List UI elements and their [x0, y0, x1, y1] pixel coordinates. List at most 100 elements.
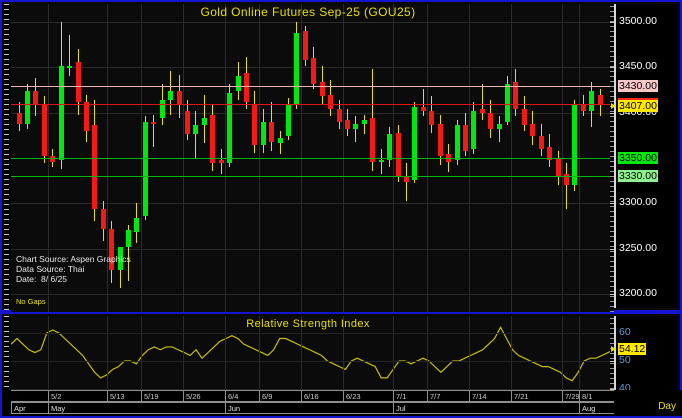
candle-body [362, 119, 367, 124]
price-axis-minor-tick [610, 111, 614, 112]
date-tick-day: 7/1 [393, 391, 406, 402]
candle-body [530, 123, 535, 137]
price-axis-minor-tick [610, 251, 614, 252]
price-marker-line[interactable] [11, 85, 614, 87]
date-tick-month: Jul [393, 403, 406, 414]
rsi-axis-minor-tick [610, 378, 614, 379]
price-axis-minor-tick [610, 141, 614, 142]
rsi-value-badge[interactable]: 54.12 [618, 343, 647, 356]
candle-body [109, 228, 114, 271]
price-badge[interactable]: 3407.00 [618, 100, 658, 113]
price-axis-minor-tick [610, 226, 614, 227]
price-axis-minor-tick [610, 46, 614, 47]
price-axis-minor-tick [610, 181, 614, 182]
price-gridline [11, 203, 614, 205]
date-tick-day: 8/1 [579, 391, 592, 402]
price-axis-minor-tick [610, 156, 614, 157]
price-axis-minor-tick [610, 56, 614, 57]
price-axis-minor-tick [610, 261, 614, 262]
no-gaps-label: No Gaps [16, 297, 46, 306]
candle-body [261, 121, 266, 146]
date-tick-day: 6/9 [259, 391, 272, 402]
price-axis-rail [614, 4, 616, 308]
current-price-arrow-icon [611, 103, 616, 110]
date-axis[interactable]: 5/2 5/13 5/19 5/26 6/4 6/9 6/16 6/23 7/1 7/7 7/14 7… [2, 390, 682, 416]
rsi-axis-minor-tick [610, 353, 614, 354]
price-axis-minor-tick [610, 16, 614, 17]
price-axis-minor-tick [610, 66, 614, 67]
candle-body [168, 90, 173, 100]
candle-body [379, 159, 384, 162]
candle-body [387, 134, 392, 160]
price-badge[interactable]: 3330.00 [618, 170, 658, 183]
candle-body [522, 109, 527, 126]
price-marker-line[interactable] [11, 158, 614, 159]
rsi-gridline [11, 389, 614, 391]
price-axis-minor-tick [610, 231, 614, 232]
price-axis-minor-tick [610, 281, 614, 282]
candle-body [429, 110, 434, 126]
candle-wick [566, 163, 567, 209]
candle-body [202, 118, 207, 126]
page-title: Gold Online Futures Sep-25 (GOU25) [200, 5, 416, 19]
price-axis-label: 3300.00 [619, 196, 657, 209]
price-axis-minor-tick [610, 256, 614, 257]
price-axis-tick [610, 248, 614, 250]
price-gridline [11, 293, 614, 295]
date-tick-day: 6/16 [301, 391, 319, 402]
candle-body [76, 61, 81, 102]
candle-body [581, 103, 586, 111]
date-tick-day: 5/13 [107, 391, 125, 402]
rsi-axis-minor-tick [610, 388, 614, 389]
price-axis-minor-tick [610, 186, 614, 187]
date-tick-month: Aug [579, 403, 595, 414]
price-axis-minor-tick [610, 126, 614, 127]
candle-body [185, 110, 190, 135]
price-badge[interactable]: 3430.00 [618, 79, 658, 92]
price-axis-minor-tick [610, 176, 614, 177]
candle-wick [499, 116, 500, 142]
candle-body [244, 72, 249, 102]
price-axis-minor-tick [610, 306, 614, 307]
candle-wick [482, 83, 483, 120]
price-axis[interactable]: 3500.003450.003400.003300.003250.003200.… [610, 4, 678, 312]
price-axis-minor-tick [610, 276, 614, 277]
rsi-axis-tick [610, 389, 614, 391]
price-axis-minor-tick [610, 101, 614, 102]
rsi-axis-rail [614, 316, 616, 414]
price-plot-area[interactable] [11, 4, 614, 312]
candle-body [598, 94, 603, 106]
price-gridline [11, 112, 614, 114]
price-axis-label: 3250.00 [619, 241, 657, 254]
price-axis-minor-tick [610, 36, 614, 37]
candle-body [59, 65, 64, 160]
rsi-axis-minor-tick [610, 343, 614, 344]
price-axis-minor-tick [610, 296, 614, 297]
rsi-axis-tick [610, 361, 614, 362]
candle-body [101, 208, 106, 229]
date-tick-day: 6/4 [225, 391, 238, 402]
rsi-axis-label: 50 [619, 354, 631, 366]
price-axis-minor-tick [610, 216, 614, 217]
rsi-axis-minor-tick [610, 318, 614, 319]
price-axis-minor-tick [610, 121, 614, 122]
interval-label: Day [658, 401, 676, 412]
candle-body [219, 159, 224, 164]
date-tick-day: 6/23 [343, 391, 361, 402]
candle-body [480, 109, 485, 113]
price-badge[interactable]: 3350.00 [618, 152, 658, 164]
price-axis-minor-tick [610, 51, 614, 52]
price-marker-line[interactable] [11, 176, 614, 178]
price-axis-minor-tick [610, 161, 614, 162]
rsi-axis-minor-tick [610, 368, 614, 369]
price-axis-minor-tick [610, 31, 614, 32]
candle-body [320, 81, 325, 97]
rsi-axis-minor-tick [610, 383, 614, 384]
price-marker-line[interactable] [11, 103, 614, 105]
price-axis-minor-tick [610, 241, 614, 242]
date-tick-day: 5/2 [48, 391, 61, 402]
price-axis-minor-tick [610, 211, 614, 212]
candle-body [455, 125, 460, 160]
price-axis-minor-tick [610, 131, 614, 132]
price-axis-minor-tick [610, 286, 614, 287]
